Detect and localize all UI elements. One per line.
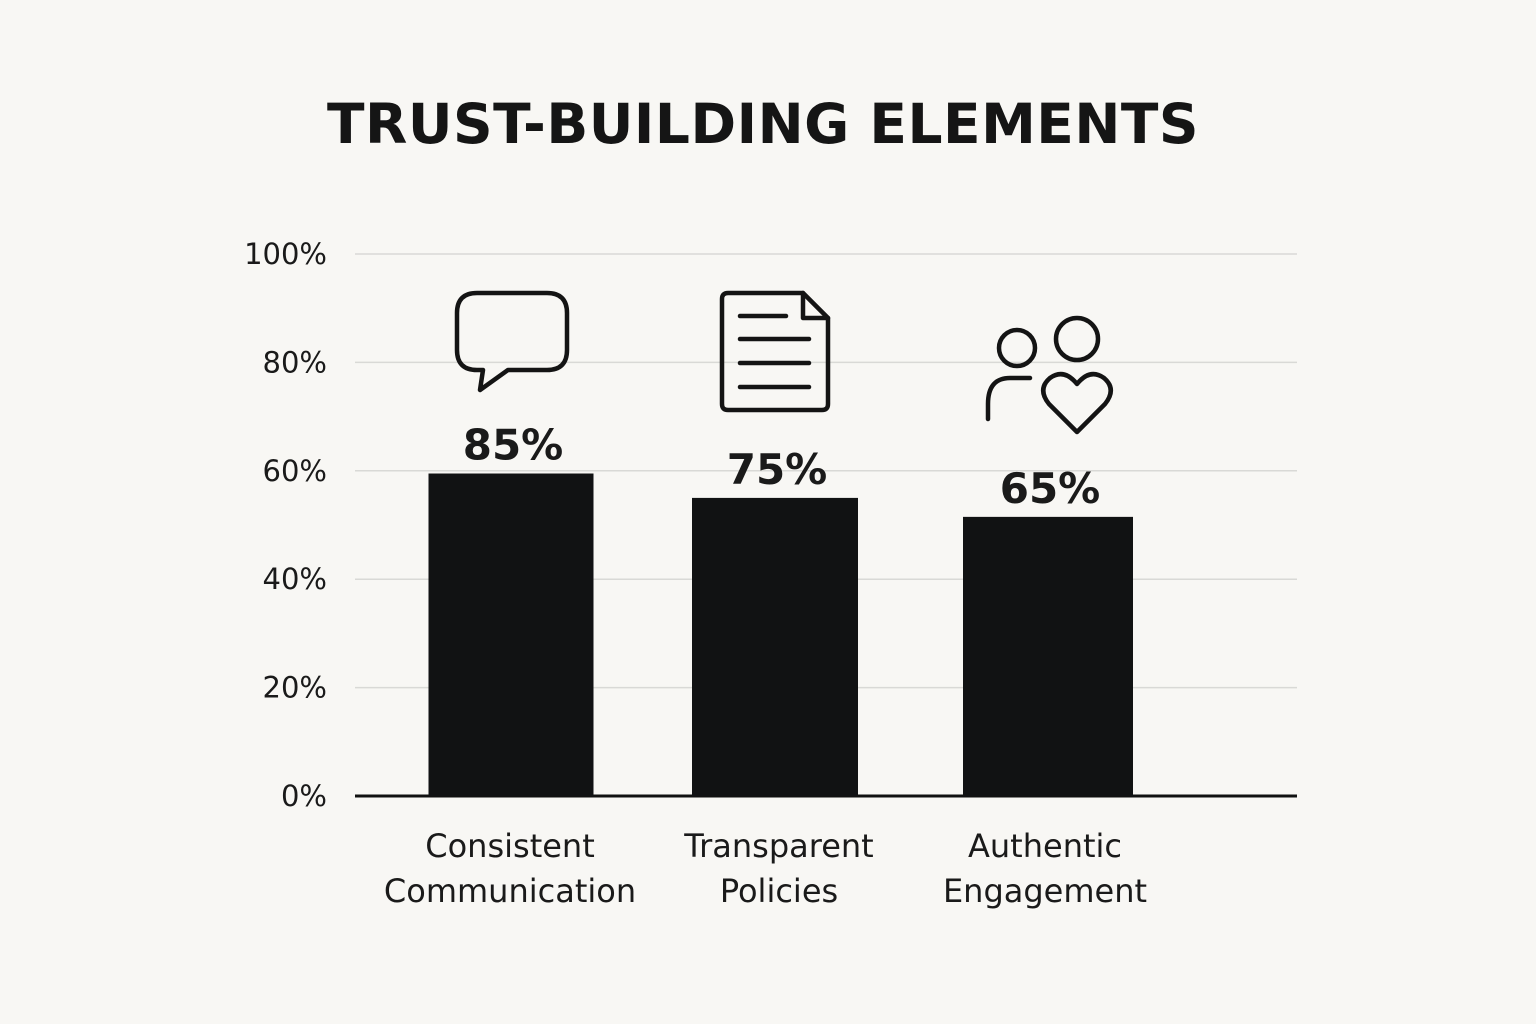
y-tick-label: 20% <box>263 671 327 705</box>
category-label: Consistent <box>425 827 595 865</box>
speech-bubble-icon <box>454 290 570 393</box>
category-label: Authentic <box>968 827 1122 865</box>
value-labels: 85% 75% 65% <box>463 421 1101 513</box>
people-heart-icon <box>985 315 1113 435</box>
y-tick-label: 0% <box>281 779 327 813</box>
y-tick-label: 80% <box>263 345 327 379</box>
y-tick-label: 40% <box>263 562 327 596</box>
bar <box>692 497 858 796</box>
category-label: Communication <box>384 872 636 910</box>
bar-value-label: 65% <box>1000 464 1101 513</box>
chart-title: TRUST-BUILDING ELEMENTS <box>326 92 1200 156</box>
category-label: Policies <box>720 872 838 910</box>
y-axis-ticks: 0% 20% 40% 60% 80% 100% <box>244 237 327 813</box>
category-label: Transparent <box>683 827 873 865</box>
category-labels: Consistent Communication Transparent Polici… <box>384 827 1147 910</box>
bar-value-label: 85% <box>463 421 564 470</box>
bars <box>428 473 1133 796</box>
bar <box>428 473 594 796</box>
category-label: Engagement <box>943 872 1147 910</box>
bar <box>963 516 1133 796</box>
y-tick-label: 60% <box>263 454 327 488</box>
y-tick-label: 100% <box>244 237 327 271</box>
document-icon <box>719 290 831 413</box>
bar-value-label: 75% <box>727 445 828 494</box>
